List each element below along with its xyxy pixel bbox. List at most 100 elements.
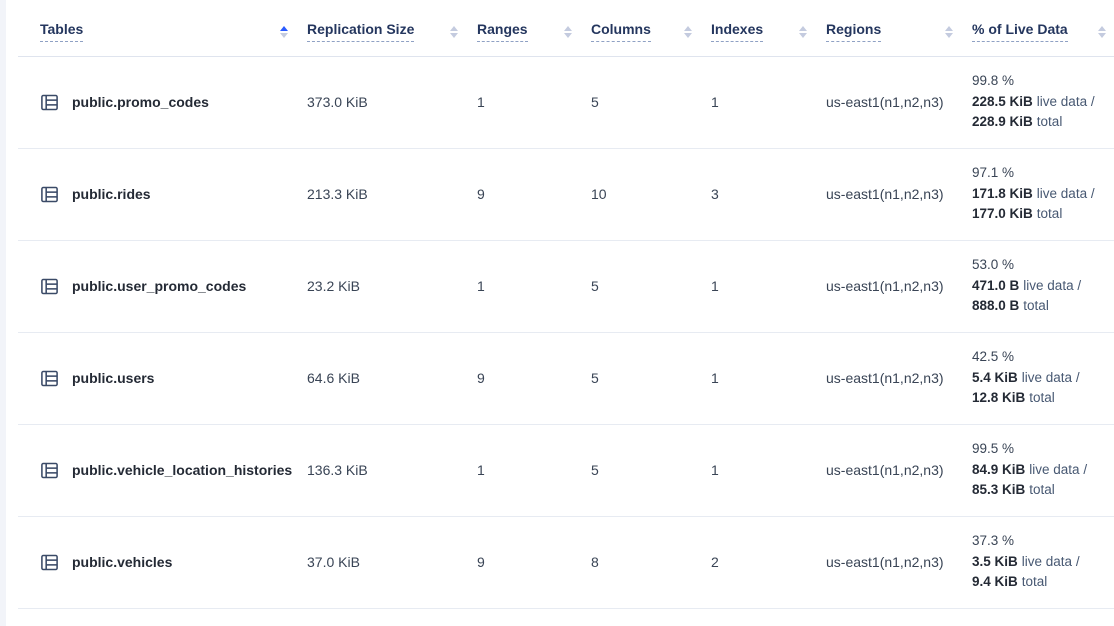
table-name[interactable]: public.promo_codes bbox=[72, 94, 209, 110]
table-name-link[interactable]: public.user_promo_codes bbox=[40, 277, 288, 296]
replication-size-value: 23.2 KiB bbox=[307, 278, 360, 294]
live-data-percent: 97.1 % bbox=[972, 165, 1015, 181]
regions-value: us-east1(n1,n2,n3) bbox=[826, 186, 944, 202]
total-data-suffix: total bbox=[1029, 482, 1055, 498]
regions-value: us-east1(n1,n2,n3) bbox=[826, 94, 944, 110]
column-header-label: Columns bbox=[591, 21, 651, 43]
replication-size-value: 37.0 KiB bbox=[307, 554, 360, 570]
table-name[interactable]: public.rides bbox=[72, 186, 151, 202]
page-left-gutter bbox=[0, 0, 6, 626]
live-data-size: 171.8 KiB bbox=[972, 185, 1033, 201]
table-row[interactable]: public.user_promo_codes 23.2 KiB 1 5 1 us-eas… bbox=[18, 240, 1114, 333]
live-data-size: 5.4 KiB bbox=[972, 369, 1018, 385]
replication-size-value: 64.6 KiB bbox=[307, 370, 360, 386]
table-icon bbox=[41, 186, 58, 202]
total-data-suffix: total bbox=[1036, 114, 1063, 130]
indexes-value: 1 bbox=[711, 462, 719, 478]
replication-size-value: 213.3 KiB bbox=[307, 186, 368, 202]
table-row[interactable]: public.vehicle_location_histories 136.3 K… bbox=[18, 424, 1114, 517]
table-row[interactable]: public.users 64.6 KiB 9 5 1 us-east1(n1,n2,n3… bbox=[18, 332, 1114, 425]
live-data-suffix: live data / bbox=[1036, 93, 1095, 109]
table-name[interactable]: public.user_promo_codes bbox=[72, 278, 247, 294]
table-icon bbox=[41, 278, 58, 294]
live-data-size: 471.0 B bbox=[972, 277, 1020, 293]
total-data-suffix: total bbox=[1029, 390, 1055, 406]
regions-value: us-east1(n1,n2,n3) bbox=[826, 278, 944, 294]
column-header-columns[interactable]: Columns bbox=[580, 8, 700, 57]
columns-value: 8 bbox=[591, 554, 599, 570]
total-data-size: 12.8 KiB bbox=[972, 390, 1026, 406]
regions-value: us-east1(n1,n2,n3) bbox=[826, 370, 944, 386]
regions-value: us-east1(n1,n2,n3) bbox=[826, 554, 944, 570]
column-header-label: % of Live Data bbox=[972, 21, 1068, 43]
table-header-row: Tables Replication Size Ranges Columns bbox=[18, 8, 1114, 57]
sort-arrows-icon[interactable] bbox=[684, 25, 692, 38]
total-data-suffix: total bbox=[1023, 298, 1049, 314]
replication-size-value: 136.3 KiB bbox=[307, 462, 368, 478]
sort-arrows-icon[interactable] bbox=[1098, 25, 1106, 38]
sort-arrows-icon[interactable] bbox=[945, 25, 953, 38]
total-data-size: 9.4 KiB bbox=[972, 574, 1018, 590]
tables-list: Tables Replication Size Ranges Columns bbox=[18, 8, 1114, 609]
ranges-value: 1 bbox=[477, 94, 485, 110]
live-data-percent: 53.0 % bbox=[972, 257, 1015, 273]
sort-arrows-icon[interactable] bbox=[280, 25, 288, 38]
live-data-size: 3.5 KiB bbox=[972, 553, 1018, 569]
sort-arrows-icon[interactable] bbox=[564, 25, 572, 38]
live-data-percent: 37.3 % bbox=[972, 533, 1015, 549]
columns-value: 5 bbox=[591, 462, 599, 478]
indexes-value: 1 bbox=[711, 370, 719, 386]
live-data-size: 84.9 KiB bbox=[972, 461, 1026, 477]
column-header-regions[interactable]: Regions bbox=[815, 8, 961, 57]
column-header-label: Regions bbox=[826, 21, 882, 43]
live-data-suffix: live data / bbox=[1021, 369, 1080, 385]
columns-value: 5 bbox=[591, 94, 599, 110]
total-data-size: 228.9 KiB bbox=[972, 114, 1033, 130]
table-name-link[interactable]: public.rides bbox=[40, 185, 288, 204]
live-data-percent: 99.5 % bbox=[972, 441, 1015, 457]
column-header-label: Tables bbox=[40, 21, 84, 43]
column-header-replication-size[interactable]: Replication Size bbox=[296, 8, 466, 57]
column-header-tables[interactable]: Tables bbox=[18, 8, 296, 57]
indexes-value: 1 bbox=[711, 278, 719, 294]
table-row[interactable]: public.vehicles 37.0 KiB 9 8 2 us-east1(n1,n2… bbox=[18, 516, 1114, 609]
indexes-value: 3 bbox=[711, 186, 719, 202]
ranges-value: 9 bbox=[477, 554, 485, 570]
ranges-value: 9 bbox=[477, 186, 485, 202]
table-name[interactable]: public.vehicle_location_histories bbox=[72, 462, 293, 478]
live-data-cell: 37.3 % 3.5 KiB live data /9.4 KiB total bbox=[961, 516, 1114, 609]
table-name-link[interactable]: public.users bbox=[40, 369, 288, 388]
table-row[interactable]: public.rides 213.3 KiB 9 10 3 us-east1(n1,n2,… bbox=[18, 148, 1114, 241]
live-data-percent: 99.8 % bbox=[972, 73, 1015, 89]
column-header-live-data[interactable]: % of Live Data bbox=[961, 8, 1114, 57]
column-header-indexes[interactable]: Indexes bbox=[700, 8, 815, 57]
live-data-suffix: live data / bbox=[1036, 185, 1095, 201]
regions-value: us-east1(n1,n2,n3) bbox=[826, 462, 944, 478]
table-name-link[interactable]: public.vehicle_location_histories bbox=[40, 461, 292, 480]
indexes-value: 1 bbox=[711, 94, 719, 110]
column-header-label: Indexes bbox=[711, 21, 764, 43]
ranges-value: 1 bbox=[477, 278, 485, 294]
tables-table: Tables Replication Size Ranges Columns bbox=[18, 8, 1114, 609]
column-header-label: Replication Size bbox=[307, 21, 415, 43]
replication-size-value: 373.0 KiB bbox=[307, 94, 368, 110]
live-data-suffix: live data / bbox=[1021, 553, 1080, 569]
columns-value: 5 bbox=[591, 278, 599, 294]
total-data-size: 85.3 KiB bbox=[972, 482, 1026, 498]
table-row[interactable]: public.promo_codes 373.0 KiB 1 5 1 us-east1(n… bbox=[18, 56, 1114, 149]
total-data-suffix: total bbox=[1036, 206, 1063, 222]
live-data-cell: 97.1 % 171.8 KiB live data /177.0 KiB total bbox=[961, 148, 1114, 241]
sort-arrows-icon[interactable] bbox=[450, 25, 458, 38]
sort-arrows-icon[interactable] bbox=[799, 25, 807, 38]
total-data-suffix: total bbox=[1021, 574, 1048, 590]
table-name[interactable]: public.vehicles bbox=[72, 554, 173, 570]
table-name-link[interactable]: public.vehicles bbox=[40, 553, 288, 572]
indexes-value: 2 bbox=[711, 554, 719, 570]
table-name[interactable]: public.users bbox=[72, 370, 155, 386]
ranges-value: 9 bbox=[477, 370, 485, 386]
table-icon bbox=[41, 370, 58, 386]
column-header-ranges[interactable]: Ranges bbox=[466, 8, 580, 57]
total-data-size: 888.0 B bbox=[972, 298, 1020, 314]
table-name-link[interactable]: public.promo_codes bbox=[40, 93, 288, 112]
